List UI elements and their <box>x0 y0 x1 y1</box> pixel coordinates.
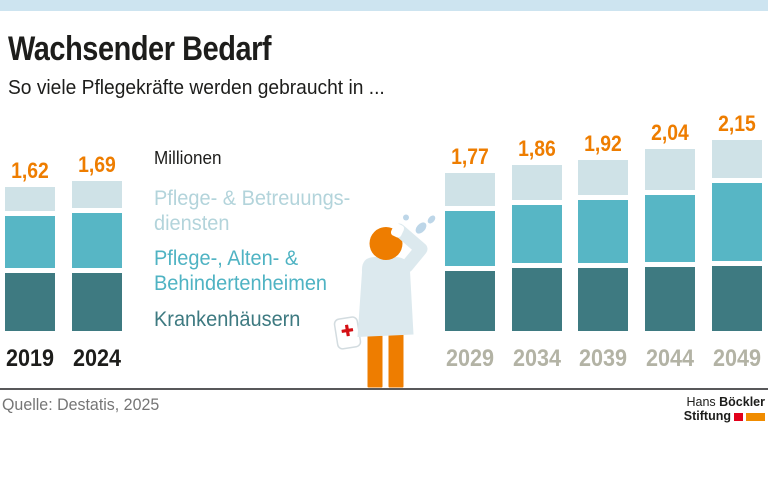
source-note: Quelle: Destatis, 2025 <box>2 395 160 414</box>
bar-column-2049 <box>712 139 762 331</box>
bar-segment <box>512 204 562 264</box>
legend-item-line: diensten <box>154 212 230 235</box>
bar-segment-divider <box>578 195 628 201</box>
red-cross-icon <box>341 324 354 337</box>
legend-item-line: Krankenhäusern <box>154 308 301 331</box>
bar-total-label: 1,86 <box>518 136 556 162</box>
bar-year-label: 2049 <box>712 345 762 372</box>
bar-segment-divider <box>445 205 495 211</box>
bar-segment-divider <box>445 265 495 271</box>
bar-year-label: 2029 <box>445 345 495 372</box>
bar-segment <box>5 273 55 331</box>
bar-segment <box>5 215 55 268</box>
footer-divider <box>0 388 768 390</box>
bar-total-label: 2,04 <box>651 120 689 146</box>
bar-segment <box>72 180 122 208</box>
figure-coat <box>357 257 414 337</box>
bar-segment <box>712 183 762 262</box>
bar-column-2029 <box>445 173 495 331</box>
bar-segment-divider <box>645 262 695 268</box>
bar-year-label: 2039 <box>578 345 628 372</box>
legend-item-line: Pflege-, Alten- & <box>154 247 299 270</box>
bar-segment-divider <box>512 263 562 269</box>
bar-segment-divider <box>645 189 695 195</box>
medical-bag-icon <box>333 316 362 350</box>
bar-segment <box>578 200 628 264</box>
legend-item: Krankenhäusern <box>154 307 300 332</box>
bar-segment-divider <box>5 210 55 216</box>
bar-year-label: 2019 <box>5 345 55 372</box>
bar-segment <box>712 139 762 179</box>
bar-total-label: 1,69 <box>78 151 116 177</box>
sweat-drops-icon <box>403 214 436 234</box>
bar-segment <box>645 267 695 331</box>
legend-item: Pflege-, Alten- & Behindertenheimen <box>154 246 327 296</box>
bar-segment <box>578 160 628 196</box>
bar-year-label: 2034 <box>512 345 562 372</box>
legend-unit-label: Millionen <box>154 148 222 168</box>
bar-segment-divider <box>5 268 55 273</box>
top-banner <box>0 0 768 11</box>
bar-total-label: 2,15 <box>718 110 756 136</box>
bar-segment <box>445 173 495 206</box>
bar-segment <box>712 266 762 331</box>
bar-segment <box>445 210 495 266</box>
logo-orange-block <box>746 412 765 421</box>
bar-column-2019 <box>5 186 55 331</box>
bar-column-2044 <box>645 149 695 331</box>
bar-segment-divider <box>712 178 762 184</box>
page-subtitle: So viele Pflegekräfte werden gebraucht i… <box>8 77 385 99</box>
bar-year-label: 2044 <box>645 345 695 372</box>
figure-arm <box>392 223 428 273</box>
bar-segment-divider <box>712 261 762 267</box>
logo-red-block <box>734 412 743 421</box>
hans-boeckler-stiftung-logo: Hans Böckler Stiftung <box>684 396 765 422</box>
legend-item-line: Behindertenheimen <box>154 272 328 295</box>
logo-name-bold: Böckler <box>719 395 765 409</box>
logo-line1: Hans Böckler <box>684 396 765 409</box>
figure-legs <box>367 330 404 388</box>
bar-segment-divider <box>72 267 122 273</box>
bar-column-2034 <box>512 165 562 331</box>
bar-total-label: 1,92 <box>584 131 622 157</box>
bar-segment <box>445 270 495 331</box>
bar-segment <box>512 165 562 200</box>
caregiver-figure <box>333 214 436 388</box>
bar-column-2024 <box>72 180 122 331</box>
bar-segment <box>72 213 122 268</box>
bar-segment-divider <box>512 199 562 205</box>
figure-hand <box>390 223 405 238</box>
logo-line2: Stiftung <box>683 408 765 423</box>
bar-segment <box>645 149 695 190</box>
bar-segment <box>72 272 122 331</box>
bar-segment <box>512 268 562 331</box>
bar-column-2039 <box>578 160 628 331</box>
bar-segment <box>645 194 695 263</box>
page-title: Wachsender Bedarf <box>8 30 272 68</box>
bar-year-label: 2024 <box>72 345 122 372</box>
legend-item: Pflege- & Betreuungs-diensten <box>154 186 350 236</box>
bar-segment-divider <box>578 263 628 269</box>
bar-total-label: 1,77 <box>451 144 489 170</box>
bar-segment <box>578 268 628 331</box>
bar-segment <box>5 186 55 211</box>
legend-item-line: Pflege- & Betreuungs- <box>154 187 351 210</box>
bar-segment-divider <box>72 208 122 213</box>
logo-name-regular: Hans <box>686 395 716 409</box>
logo-stiftung-label: Stiftung <box>683 408 731 423</box>
bar-total-label: 1,62 <box>11 157 49 183</box>
